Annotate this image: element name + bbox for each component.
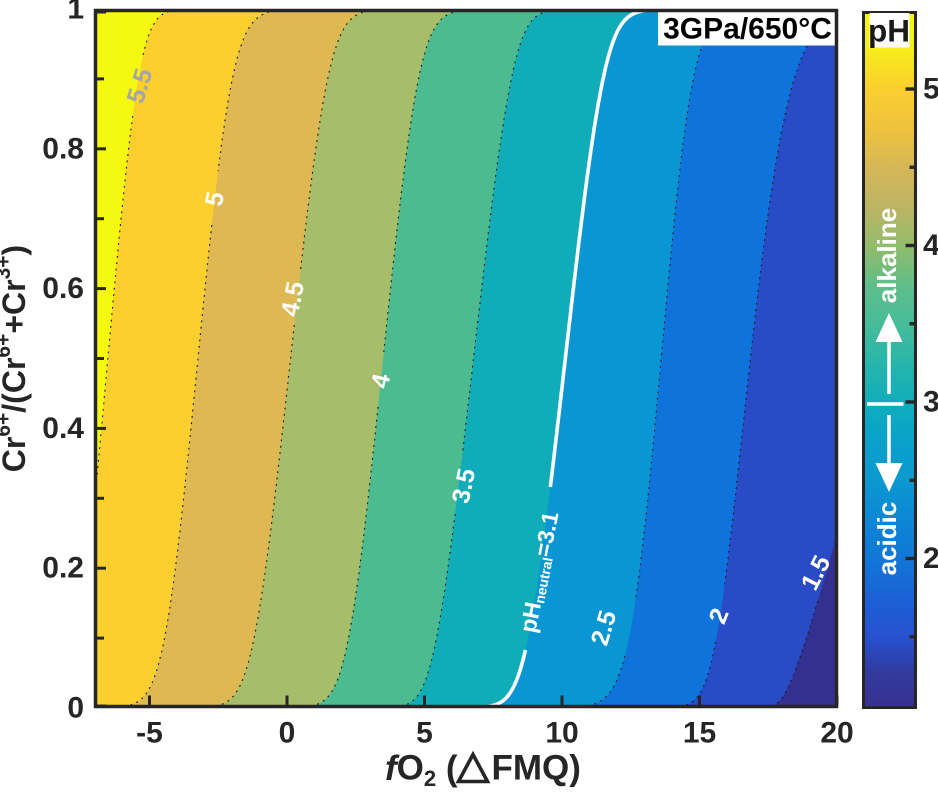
svg-text:5: 5 xyxy=(416,717,433,750)
svg-text:4.5: 4.5 xyxy=(276,279,310,319)
svg-text:20: 20 xyxy=(820,717,853,750)
svg-text:pH: pH xyxy=(868,13,910,49)
svg-text:0.4: 0.4 xyxy=(42,412,84,445)
svg-text:2: 2 xyxy=(923,542,938,575)
svg-text:fO2 (: fO2 ( xyxy=(385,749,458,791)
svg-text:alkaline: alkaline xyxy=(872,208,902,303)
svg-text:3: 3 xyxy=(923,386,938,419)
svg-text:5: 5 xyxy=(200,189,230,208)
svg-text:0: 0 xyxy=(279,717,296,750)
svg-text:15: 15 xyxy=(683,717,716,750)
svg-text:5: 5 xyxy=(923,73,938,106)
svg-text:0.6: 0.6 xyxy=(42,272,84,305)
svg-text:acidic: acidic xyxy=(872,502,902,576)
svg-text:FMQ): FMQ) xyxy=(492,749,581,788)
svg-text:0.8: 0.8 xyxy=(42,132,84,165)
svg-text:-5: -5 xyxy=(136,717,163,750)
svg-text:10: 10 xyxy=(545,717,578,750)
svg-text:4: 4 xyxy=(366,371,396,391)
svg-text:3GPa/650°C: 3GPa/650°C xyxy=(663,13,832,46)
svg-text:0: 0 xyxy=(67,692,84,725)
svg-text:0.2: 0.2 xyxy=(42,552,84,585)
svg-text:4: 4 xyxy=(923,229,938,262)
svg-text:1: 1 xyxy=(67,0,84,26)
